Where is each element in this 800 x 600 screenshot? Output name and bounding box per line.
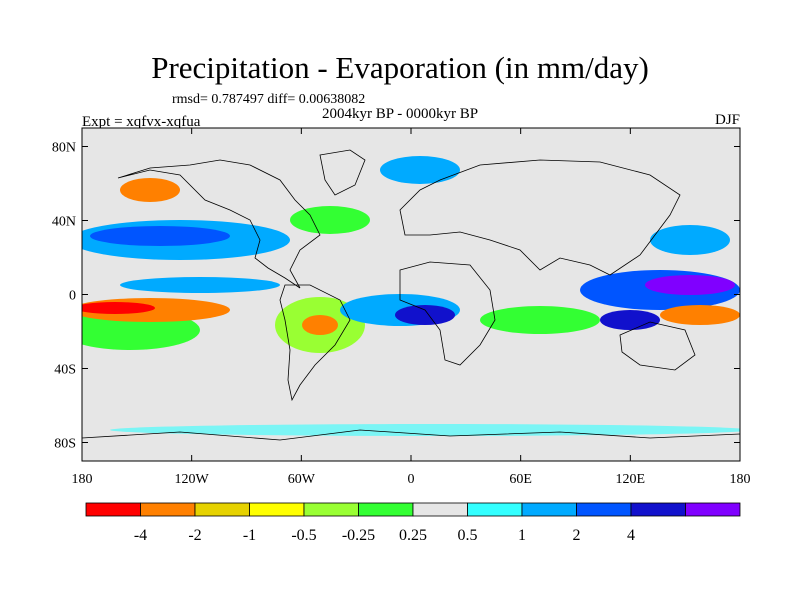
colorbar-label: 2 bbox=[573, 527, 581, 544]
y-tick-label: 40S bbox=[54, 363, 76, 378]
coast-eurasia bbox=[399, 159, 681, 276]
y-tick-label: 80S bbox=[54, 437, 76, 452]
patch-maritime bbox=[600, 310, 660, 330]
colorbar-label: -4 bbox=[134, 527, 147, 544]
coast-north-america bbox=[117, 159, 321, 289]
field-layer bbox=[82, 149, 740, 441]
patch-north-pacific-core bbox=[90, 226, 230, 246]
colorbar-box bbox=[412, 502, 468, 517]
colorbar-label: 1 bbox=[518, 527, 526, 544]
colorbar-label: -0.5 bbox=[291, 527, 316, 544]
coast-antarctica bbox=[82, 429, 740, 441]
x-tick-label: 180 bbox=[730, 472, 751, 487]
colorbar-box bbox=[85, 502, 141, 517]
colorbar-box bbox=[194, 502, 250, 517]
patch-nw-pacific bbox=[650, 225, 730, 255]
patch-south-pacific-core bbox=[82, 302, 155, 314]
colorbar-box bbox=[685, 502, 741, 517]
y-tick-label: 40N bbox=[52, 215, 76, 230]
coast-australia bbox=[619, 321, 696, 371]
anomaly-patches bbox=[82, 156, 740, 436]
x-tick-label: 120E bbox=[616, 472, 646, 487]
colorbar-box bbox=[576, 502, 632, 517]
colorbar-label: -1 bbox=[243, 527, 256, 544]
axis-ticks: 180 120W 60W 0 60E 120E 180 80N 40N 0 40S 80S bbox=[52, 128, 751, 487]
colorbar-box bbox=[521, 502, 577, 517]
patch-southern-ocean bbox=[110, 424, 740, 436]
colorbar-box bbox=[358, 502, 414, 517]
colorbar-box bbox=[249, 502, 305, 517]
patch-west-pacific-core bbox=[645, 275, 735, 295]
patch-sw-pacific bbox=[660, 305, 740, 325]
x-tick-label: 120W bbox=[175, 472, 210, 487]
colorbar-label: 0.25 bbox=[399, 527, 427, 544]
patch-nordic bbox=[380, 156, 460, 184]
colorbar-label: -2 bbox=[188, 527, 201, 544]
x-tick-label: 0 bbox=[408, 472, 415, 487]
x-tick-label: 60E bbox=[509, 472, 532, 487]
colorbar-box bbox=[467, 502, 523, 517]
colorbar-box bbox=[303, 502, 359, 517]
patch-indian-ocean bbox=[480, 306, 600, 334]
stats-text: rmsd= 0.787497 diff= 0.00638082 bbox=[172, 92, 366, 107]
y-tick-label: 0 bbox=[69, 289, 76, 304]
plot-title: Precipitation - Evaporation (in mm/day) bbox=[151, 50, 649, 85]
patch-amazon-core bbox=[302, 315, 338, 335]
x-tick-label: 60W bbox=[288, 472, 316, 487]
colorbar-label: 0.5 bbox=[458, 527, 478, 544]
colorbar: -4 -2 -1 -0.5 -0.25 0.25 0.5 1 2 4 bbox=[85, 502, 741, 544]
colorbar-label: -0.25 bbox=[342, 527, 375, 544]
patch-equatorial-pacific bbox=[120, 277, 280, 293]
patch-north-atlantic bbox=[290, 206, 370, 234]
colorbar-label: 4 bbox=[627, 527, 635, 544]
colorbar-box bbox=[140, 502, 196, 517]
patch-atlantic-core bbox=[395, 305, 455, 325]
period-label: 2004kyr BP - 0000kyr BP bbox=[322, 106, 479, 122]
patch-alaska bbox=[120, 178, 180, 202]
coast-south-america bbox=[279, 284, 351, 402]
coast-greenland bbox=[319, 149, 366, 196]
x-tick-label: 180 bbox=[72, 472, 93, 487]
coast-africa bbox=[399, 261, 496, 366]
season-label: DJF bbox=[714, 112, 740, 128]
colorbar-box bbox=[630, 502, 686, 517]
coastlines bbox=[82, 149, 740, 441]
y-tick-label: 80N bbox=[52, 141, 76, 156]
experiment-label: Expt = xqfvx-xqfua bbox=[82, 114, 201, 130]
